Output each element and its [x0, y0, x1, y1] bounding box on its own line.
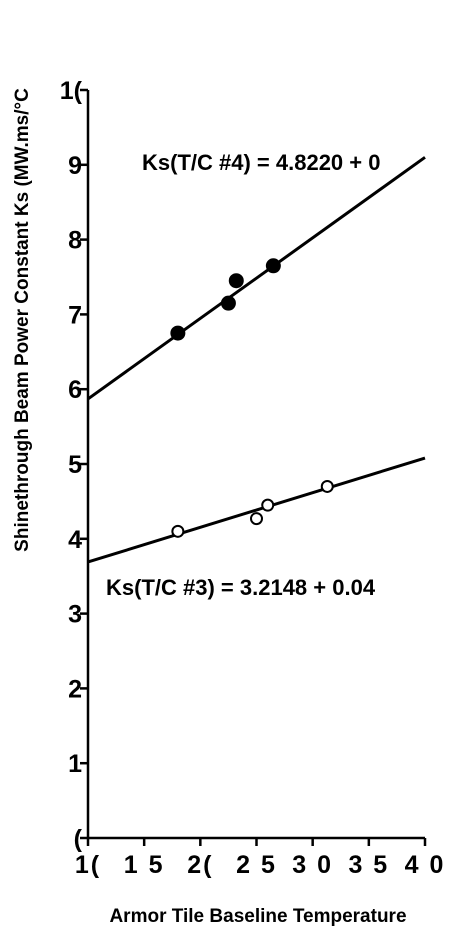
data-point: [171, 524, 185, 538]
y-tick-label: 9: [68, 152, 82, 180]
data-point: [220, 295, 236, 311]
x-tick-label: 1(: [75, 851, 101, 879]
x-tick-label: 2(: [187, 851, 213, 879]
y-axis-title: Shinethrough Beam Power Constant Ks (MW.…: [12, 88, 33, 552]
data-point: [265, 258, 281, 274]
x-tick-label: 3 0: [292, 851, 333, 879]
fit-labels: Ks(T/C #4) = 4.8220 + 0 Ks(T/C #3) = 3.21…: [106, 150, 380, 600]
y-tick-label: (: [74, 825, 83, 853]
x-tick-label: 3 5: [348, 851, 389, 879]
fit-label: Ks(T/C #3) = 3.2148 + 0.04: [106, 575, 376, 600]
y-tick-label: 1: [68, 750, 82, 778]
data-points: [170, 258, 334, 538]
data-point: [170, 325, 186, 341]
y-tick-label: 5: [68, 451, 82, 479]
data-point: [261, 498, 275, 512]
y-tick-label: 1(: [60, 77, 83, 105]
y-tick-label: 2: [68, 675, 82, 703]
y-tick-label: 7: [68, 301, 82, 329]
x-tick-label: 1 5: [124, 851, 165, 879]
y-tick-label: 3: [68, 601, 82, 629]
fit-lines: [88, 156, 426, 564]
data-point: [250, 512, 263, 526]
x-axis-title: Armor Tile Baseline Temperature: [109, 906, 406, 927]
axes: (1 2 3 4 5 6 7 8 9 1( 1( 1 5 2( 2 5 3 0 3 5 4 0: [60, 77, 446, 879]
fit-line-2: [88, 456, 426, 564]
fit-label: Ks(T/C #4) = 4.8220 + 0: [142, 150, 380, 175]
x-tick-label: 2 5: [236, 851, 277, 879]
y-tick-label: 4: [68, 526, 82, 554]
y-tick-label: 6: [68, 376, 82, 404]
x-tick-label: 4 0: [405, 851, 446, 879]
data-point: [320, 479, 334, 493]
fit-line-1: [88, 156, 426, 401]
y-tick-label: 8: [68, 227, 82, 255]
data-point: [228, 273, 244, 289]
